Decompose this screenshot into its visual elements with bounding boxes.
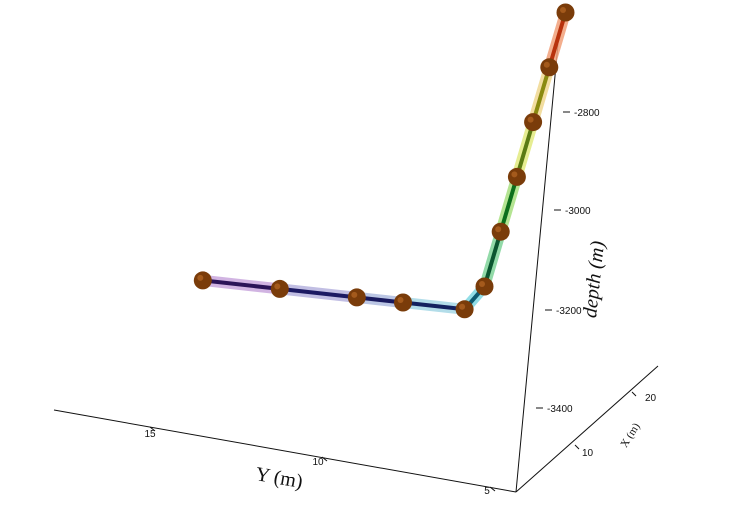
depth-tick-label-3400: -3400 xyxy=(547,404,573,415)
trajectory-point-highlight-11 xyxy=(560,7,566,13)
trajectory-point-5 xyxy=(455,300,474,319)
y-tick-15 xyxy=(149,426,156,432)
depth-tick-label-3200: -3200 xyxy=(556,306,582,317)
axes-layer: 15 10 5 10 20 -2800 -3000 -3200 -3400 Y … xyxy=(53,43,659,497)
x-tick-20 xyxy=(631,391,637,397)
trajectory-point-9 xyxy=(524,113,543,132)
depth-axis-title: depth (m) xyxy=(579,240,609,319)
trajectory-point-highlight-9 xyxy=(527,116,534,123)
trajectory-point-8 xyxy=(507,167,526,186)
x-tick-10 xyxy=(574,444,580,450)
depth-axis-line xyxy=(515,43,559,493)
y-axis-title: Y (m) xyxy=(254,463,305,493)
trajectory-point-6 xyxy=(475,277,494,296)
y-tick-label-15: 15 xyxy=(144,429,156,440)
x-axis-line xyxy=(515,365,659,493)
trajectory-point-10 xyxy=(540,58,559,77)
trajectory-point-11 xyxy=(556,3,575,22)
x-axis-title: X (m) xyxy=(618,421,642,450)
y-tick-label-5: 5 xyxy=(484,486,490,497)
y-tick-label-10: 10 xyxy=(312,457,324,468)
trajectory-point-highlight-4 xyxy=(397,297,404,303)
y-tick-group: 15 10 5 xyxy=(144,426,496,497)
trajectory-segment-4 xyxy=(401,300,467,312)
marker-layer xyxy=(193,3,575,319)
trajectory-point-highlight-6 xyxy=(479,281,485,287)
trajectory-segment-2 xyxy=(277,286,359,300)
trajectory-point-3 xyxy=(347,288,366,307)
trajectory-segment-1 xyxy=(200,278,282,291)
trajectory-layer xyxy=(197,7,571,315)
trajectory-point-highlight-3 xyxy=(351,291,358,298)
depth-tick-label-3000: -3000 xyxy=(565,206,591,217)
trajectory-point-highlight-2 xyxy=(274,283,281,290)
y-tick-5 xyxy=(489,486,496,492)
trajectory-point-1 xyxy=(193,271,212,290)
trajectory-segment-6 xyxy=(482,229,503,289)
x-tick-group: 10 20 xyxy=(574,391,657,459)
trajectory-point-highlight-5 xyxy=(459,303,466,310)
x-tick-label-20: 20 xyxy=(645,393,657,404)
trajectory-point-highlight-8 xyxy=(511,171,518,178)
trajectory-segment-8 xyxy=(514,120,536,179)
trajectory-segment-10 xyxy=(547,10,568,70)
trajectory-segment-9 xyxy=(531,65,552,125)
depth-tick-label-2800: -2800 xyxy=(574,108,600,119)
depth-tick-group: -2800 -3000 -3200 -3400 xyxy=(536,108,600,415)
trajectory-point-highlight-7 xyxy=(495,226,502,233)
trajectory-point-highlight-10 xyxy=(543,61,550,68)
trajectory-point-7 xyxy=(491,222,510,241)
x-tick-label-10: 10 xyxy=(582,448,594,459)
trajectory-point-2 xyxy=(270,279,289,298)
trajectory-segment-7 xyxy=(498,174,519,234)
y-axis-line xyxy=(53,409,517,493)
trajectory-point-highlight-1 xyxy=(197,274,204,281)
trajectory-point-4 xyxy=(394,293,412,312)
y-tick-10 xyxy=(321,456,328,462)
